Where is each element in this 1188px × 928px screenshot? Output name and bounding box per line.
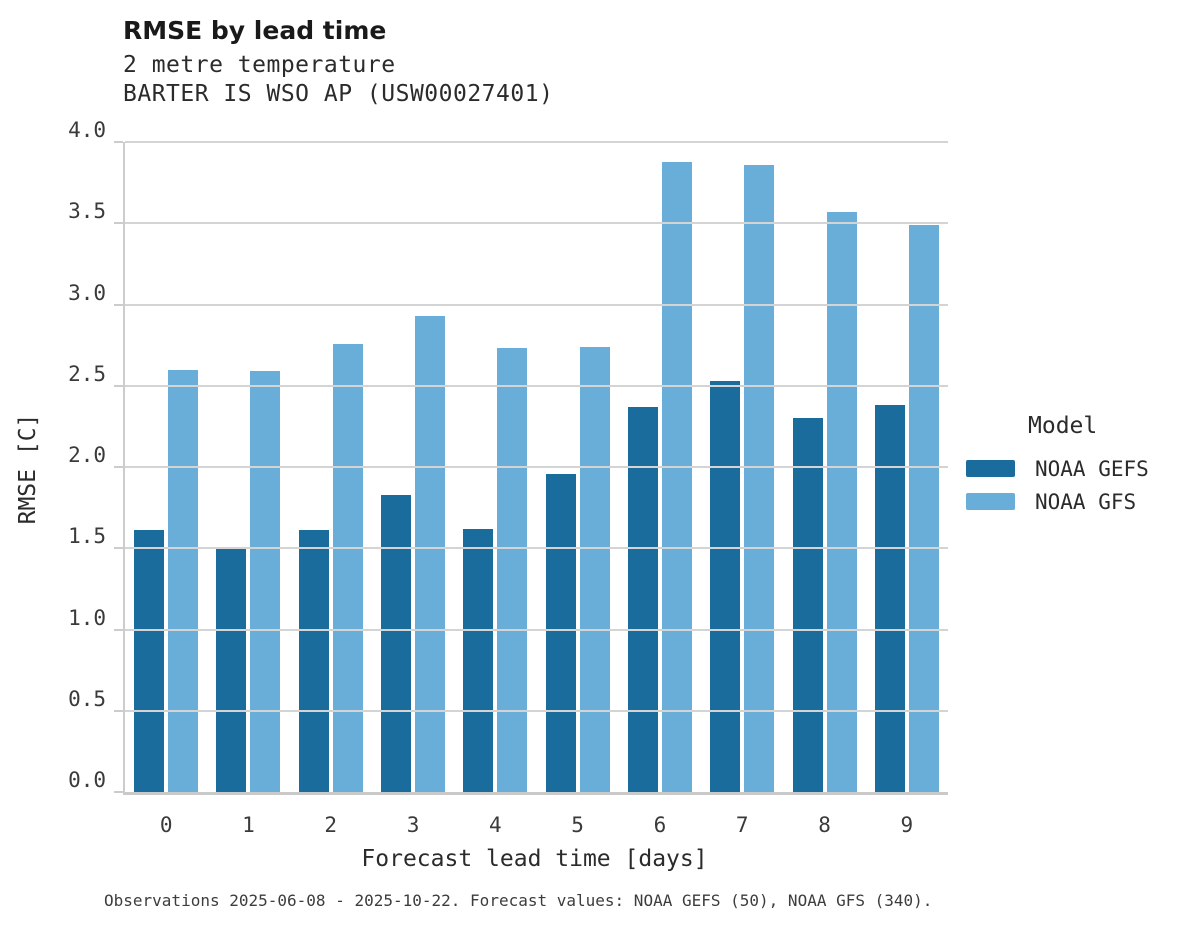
bar-noaa-gfs-lead-0 (168, 369, 199, 792)
legend-title: Model (1028, 413, 1098, 439)
legend-label: NOAA GFS (1035, 489, 1137, 514)
bar-noaa-gefs-lead-9 (874, 405, 905, 792)
legend-items: NOAA GEFS NOAA GFS (966, 452, 1149, 518)
y-tick-mark (114, 628, 123, 631)
bar-noaa-gefs-lead-2 (298, 530, 329, 792)
y-axis-label: RMSE [C] (15, 413, 41, 525)
y-tick-label-3.5: 3.5 (68, 199, 106, 224)
bar-noaa-gefs-lead-8 (792, 418, 823, 792)
bar-noaa-gfs-lead-9 (908, 224, 939, 792)
footer-caption: Observations 2025-06-08 - 2025-10-22. Fo… (104, 891, 933, 910)
chart-subtitle-variable: 2 metre temperature (123, 52, 396, 78)
bar-noaa-gfs-lead-8 (826, 211, 857, 792)
bar-group-lead-0: 0 (125, 142, 207, 837)
bar-group-lead-2: 2 (290, 142, 372, 837)
x-tick-label-3: 3 (406, 813, 420, 837)
y-tick-label-2.0: 2.0 (68, 443, 106, 467)
legend: Model NOAA GEFS NOAA GFS (966, 413, 1149, 518)
x-tick-label-7: 7 (735, 813, 749, 837)
bar-noaa-gfs-lead-7 (744, 164, 775, 792)
x-axis-label: Forecast lead time [days] (361, 846, 708, 872)
y-tick-mark (114, 222, 123, 225)
bar-noaa-gefs-lead-5 (545, 473, 576, 792)
bar-noaa-gfs-lead-5 (579, 346, 610, 792)
y-tick-label-1.0: 1.0 (68, 605, 106, 630)
bar-noaa-gefs-lead-7 (710, 380, 741, 792)
x-tick-label-1: 1 (242, 813, 255, 837)
gridline-y-4.0 (125, 141, 948, 143)
bar-groups: 0 1 2 3 4 5 6 7 8 9 (125, 142, 948, 837)
gridline-y-0.5 (125, 709, 948, 712)
bar-noaa-gefs-lead-1 (216, 548, 247, 792)
legend-item-noaa-gfs: NOAA GFS (966, 485, 1149, 518)
legend-swatch-icon (966, 460, 1015, 477)
y-tick-label-0.0: 0.0 (68, 768, 106, 792)
bar-noaa-gfs-lead-6 (661, 161, 692, 792)
gridline-y-3.5 (125, 222, 948, 225)
y-tick-label-4.0: 4.0 (68, 118, 106, 142)
legend-label: NOAA GEFS (1035, 456, 1149, 481)
gridline-y-1.5 (125, 547, 948, 550)
chart-title: RMSE by lead time (123, 16, 387, 45)
chart-subtitle-station: BARTER IS WSO AP (USW00027401) (123, 81, 554, 107)
x-tick-label-8: 8 (818, 813, 831, 837)
y-tick-label-2.5: 2.5 (68, 361, 106, 386)
y-tick-mark (114, 547, 123, 550)
legend-swatch-icon (966, 493, 1015, 510)
y-tick-mark (114, 384, 123, 387)
bar-group-lead-4: 4 (454, 142, 536, 837)
bar-noaa-gefs-lead-4 (463, 528, 494, 792)
bar-noaa-gefs-lead-3 (381, 494, 412, 792)
x-tick-label-6: 6 (653, 813, 667, 837)
gridline-y-2.5 (125, 384, 948, 387)
x-tick-label-4: 4 (489, 813, 502, 837)
gridline-y-3.0 (125, 303, 948, 306)
bar-group-lead-6: 6 (619, 142, 701, 837)
plot-area: 0 1 2 3 4 5 6 7 8 9 0.0 0.5 1.0 1.5 2.0 2.5 3.0 3.5 4.0 (68, 118, 948, 837)
bar-group-lead-7: 7 (701, 142, 783, 837)
gridline-y-2.0 (125, 466, 948, 468)
bar-group-lead-1: 1 (207, 142, 289, 837)
x-tick-label-9: 9 (900, 813, 914, 837)
x-tick-label-2: 2 (324, 813, 338, 837)
y-tick-mark (114, 141, 123, 143)
bar-group-lead-5: 5 (536, 142, 618, 837)
y-tick-mark (114, 709, 123, 712)
bar-noaa-gfs-lead-1 (250, 371, 281, 792)
y-tick-mark (114, 303, 123, 306)
bar-noaa-gefs-lead-0 (134, 530, 165, 792)
bar-noaa-gfs-lead-4 (497, 348, 528, 792)
x-tick-label-0: 0 (159, 813, 173, 837)
bar-group-lead-9: 9 (866, 142, 948, 837)
y-tick-mark (114, 466, 123, 468)
y-tick-label-3.0: 3.0 (68, 280, 106, 305)
legend-item-noaa-gefs: NOAA GEFS (966, 452, 1149, 485)
bar-group-lead-3: 3 (372, 142, 454, 837)
y-tick-label-1.5: 1.5 (68, 524, 106, 549)
bar-noaa-gfs-lead-2 (332, 343, 363, 792)
y-tick-mark (114, 791, 123, 793)
bar-noaa-gefs-lead-6 (627, 406, 658, 792)
gridline-y-1.0 (125, 628, 948, 631)
x-tick-label-5: 5 (571, 813, 584, 837)
bar-group-lead-8: 8 (783, 142, 865, 837)
y-tick-label-0.5: 0.5 (68, 686, 106, 711)
bar-noaa-gfs-lead-3 (415, 315, 446, 792)
